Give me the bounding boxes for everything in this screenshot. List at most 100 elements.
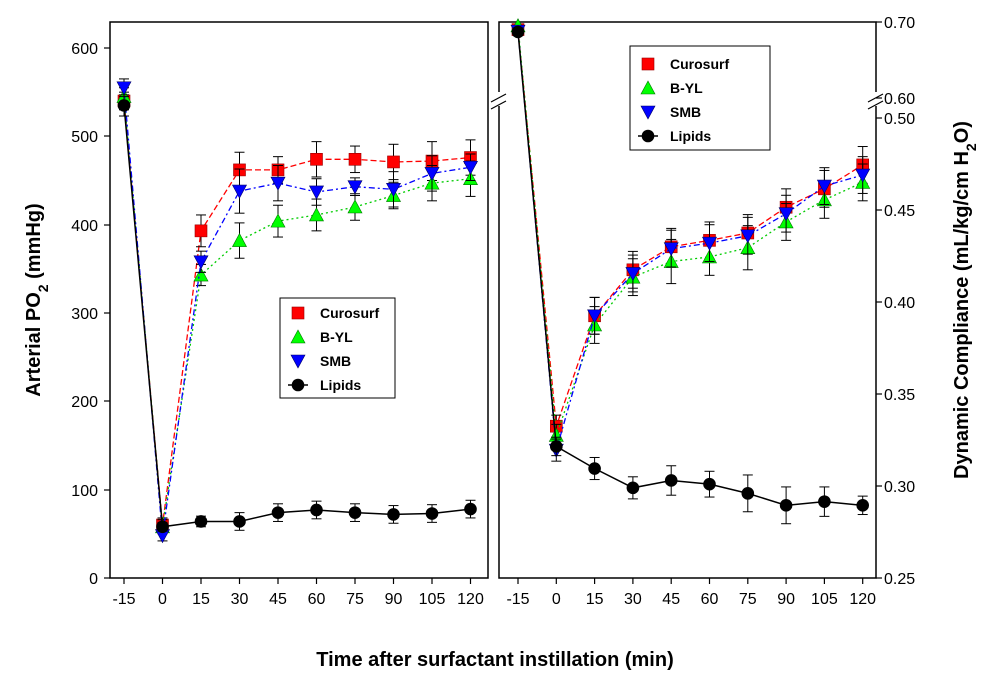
compliance-x-tick-label: 75 <box>739 591 757 608</box>
data-point <box>193 255 209 270</box>
x-axis-title: Time after surfactant instillation (min) <box>316 649 673 671</box>
po2-x-tick-label: 105 <box>419 591 446 608</box>
data-point <box>588 462 601 475</box>
data-point <box>231 184 248 199</box>
legend-marker <box>291 378 305 392</box>
data-point <box>270 213 286 228</box>
data-point <box>233 515 246 528</box>
po2-x-tick-label: 15 <box>192 591 210 608</box>
legend-marker <box>290 354 306 369</box>
data-point <box>271 506 285 519</box>
data-point <box>193 267 209 282</box>
data-point <box>741 487 755 500</box>
po2-series-lipids <box>117 94 477 534</box>
compliance-legend: Curosurf B-YL SMB Lipids <box>629 45 771 151</box>
po2-series-smb <box>116 78 479 544</box>
legend-label: Curosurf <box>320 305 379 321</box>
legend-label: SMB <box>670 104 701 120</box>
compliance-panel: 0.25 0.30 0.35 0.40 0.45 0.50 0.60 0.70 -15 0 15 30… <box>506 15 915 608</box>
data-point <box>464 502 477 516</box>
compliance-x-tick-label: 120 <box>849 591 876 608</box>
data-point <box>703 477 716 491</box>
compliance-y-tick-label: 0.70 <box>884 15 915 32</box>
data-point <box>587 309 603 324</box>
compliance-plot-frame <box>498 21 877 579</box>
data-point <box>308 207 325 222</box>
legend-label: B-YL <box>320 329 353 345</box>
legend-marker <box>291 306 305 320</box>
data-point <box>156 520 169 534</box>
po2-x-tick-label: 75 <box>346 591 364 608</box>
compliance-y-tick-label: 0.50 <box>884 111 915 128</box>
legend-marker <box>641 57 655 71</box>
legend-marker <box>640 80 656 95</box>
data-point <box>816 179 832 194</box>
data-point <box>779 499 793 512</box>
po2-x-tick-label: 45 <box>269 591 287 608</box>
series-line <box>517 31 863 507</box>
series-line <box>123 96 471 527</box>
po2-y-tick-label: 200 <box>71 394 98 411</box>
series-line <box>517 29 864 427</box>
data-point <box>855 168 871 183</box>
compliance-x-tick-label: 90 <box>777 591 795 608</box>
data-point <box>347 180 363 195</box>
po2-legend: Curosurf B-YL SMB Lipids <box>279 297 396 399</box>
po2-y-axis-title: Arterial PO2 (mmHg) <box>23 203 51 396</box>
compliance-y-tick-label: 0.25 <box>884 571 915 588</box>
data-point <box>194 224 208 238</box>
data-point <box>425 507 439 520</box>
po2-y-tick-label: 100 <box>71 483 98 500</box>
chart-marks: 0 100 200 300 400 500 600 -15 0 15 30 45 60 75 90 105 12… <box>71 15 915 608</box>
po2-y-tick-label: 400 <box>71 218 98 235</box>
data-point <box>270 176 286 191</box>
data-point <box>310 503 323 517</box>
compliance-x-tick-label: 60 <box>701 591 719 608</box>
po2-x-tick-label: 0 <box>158 591 167 608</box>
data-point <box>818 495 831 508</box>
data-point <box>117 99 131 112</box>
data-point <box>348 506 362 519</box>
po2-y-tick-label: 0 <box>89 571 98 588</box>
legend-marker <box>640 105 656 120</box>
series-line <box>517 25 863 436</box>
compliance-x-tick-label: 15 <box>586 591 604 608</box>
legend-marker <box>290 329 306 344</box>
compliance-y-tick-label: 0.30 <box>884 479 915 496</box>
compliance-y-tick-label: 0.60 <box>884 91 915 108</box>
series-line <box>123 87 471 536</box>
data-point <box>310 153 323 166</box>
compliance-y-tick-label: 0.35 <box>884 387 915 404</box>
data-point <box>664 474 678 487</box>
compliance-y-tick-label: 0.40 <box>884 295 915 312</box>
compliance-x-tick-label: 105 <box>811 591 838 608</box>
compliance-y-tick-label: 0.45 <box>884 203 915 220</box>
series-line <box>517 31 863 451</box>
data-point <box>856 499 870 512</box>
data-point <box>348 153 362 166</box>
po2-y-tick-label: 600 <box>71 41 98 58</box>
legend-label: Curosurf <box>670 56 729 72</box>
legend-label: B-YL <box>670 80 703 96</box>
data-point <box>511 25 525 39</box>
data-point <box>231 232 248 247</box>
data-point <box>347 199 363 214</box>
po2-x-tick-label: 90 <box>385 591 403 608</box>
data-point <box>194 515 208 528</box>
data-point <box>778 207 794 222</box>
data-point <box>308 185 325 200</box>
data-point <box>385 183 402 197</box>
compliance-x-tick-label: 30 <box>624 591 642 608</box>
po2-y-tick-label: 300 <box>71 306 98 323</box>
data-point <box>116 81 132 96</box>
data-point <box>387 508 400 521</box>
data-point <box>740 229 756 244</box>
compliance-x-tick-label: 45 <box>662 591 680 608</box>
data-point <box>701 236 718 251</box>
legend-label: Lipids <box>320 377 361 393</box>
data-point <box>626 481 640 495</box>
compliance-x-tick-label: -15 <box>506 591 529 608</box>
po2-plot-frame <box>109 21 489 579</box>
po2-x-tick-label: 60 <box>308 591 326 608</box>
po2-y-tick-label: 500 <box>71 129 98 146</box>
